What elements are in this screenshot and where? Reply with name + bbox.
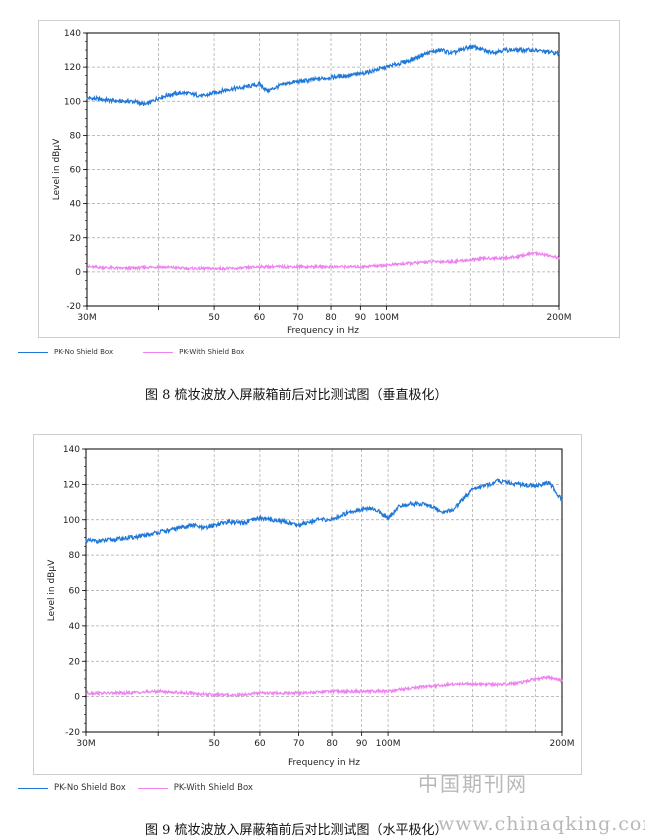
y-axis-title: Level in dBµV [52, 138, 62, 200]
watermark-url: www.chinaqking.com [438, 813, 645, 835]
y-tick-label: -20 [65, 728, 80, 738]
legend-item-with-shield: PK-With Shield Box [143, 348, 244, 356]
series-line-no-shield [85, 478, 563, 545]
legend-swatch-with-shield [143, 351, 174, 353]
y-tick-label: 40 [70, 200, 82, 210]
legend-item-with-shield: PK-With Shield Box [137, 783, 253, 793]
x-tick-label: 90 [356, 739, 368, 749]
y-tick-label: 20 [70, 234, 82, 244]
x-tick-label: 60 [254, 313, 266, 323]
y-tick-label: 80 [69, 551, 81, 561]
x-tick-label: 70 [292, 313, 304, 323]
grid [83, 32, 560, 310]
series-line-no-shield [86, 44, 560, 107]
y-tick-label: 100 [64, 97, 81, 107]
x-tick-label: 80 [326, 739, 338, 749]
legend-item-no-shield: PK-No Shield Box [18, 348, 113, 356]
y-tick-label: 120 [64, 63, 81, 73]
x-tick-label: 60 [254, 739, 266, 749]
x-tick-label: 30M [76, 739, 95, 749]
y-tick-label: 60 [70, 166, 82, 176]
legend-swatch-no-shield [18, 787, 48, 789]
y-tick-label: 100 [63, 516, 80, 526]
x-tick-label: 70 [293, 739, 305, 749]
y-tick-label: 60 [69, 587, 81, 597]
legend-label-with-shield: PK-With Shield Box [179, 348, 245, 356]
chart-fig9: -20 0 20 40 60 80 100 120 140 30M 50 60 70 80 90 100M 20… [47, 445, 575, 768]
chart-fig8: -20 0 20 40 60 80 100 120 140 30M 50 60 70 80 90 100M 20… [52, 29, 572, 336]
watermark-cn: 中国期刊网 [418, 772, 528, 796]
legend-swatch-no-shield [18, 351, 48, 353]
y-tick-label: 140 [63, 445, 80, 455]
x-tick-label: 50 [208, 313, 220, 323]
plot-frame [86, 32, 560, 307]
x-tick-label: 30M [77, 313, 96, 323]
x-axis-title: Frequency in Hz [288, 758, 360, 768]
legend-fig9: PK-No Shield Box PK-With Shield Box [18, 783, 265, 793]
y-tick-label: 140 [64, 29, 81, 39]
y-tick-label: 40 [69, 622, 81, 632]
x-tick-label: 80 [325, 313, 337, 323]
y-tick-label: 120 [63, 480, 80, 490]
legend-item-no-shield: PK-No Shield Box [18, 783, 126, 793]
x-tick-label: 200M [550, 739, 575, 749]
y-axis-title: Level in dBµV [47, 559, 57, 621]
y-tick-label: -20 [66, 302, 81, 312]
grid [82, 448, 563, 736]
y-tick-label: 20 [69, 657, 81, 667]
y-tick-label: 0 [75, 268, 81, 278]
chart-panel-fig9: -20 0 20 40 60 80 100 120 140 30M 50 60 70 80 90 100M 20… [33, 434, 582, 775]
series-line-with-shield [85, 674, 563, 698]
x-tick-label: 50 [208, 739, 220, 749]
figure-caption-8: 图 8 梳妆波放入屏蔽箱前后对比测试图（垂直极化） [145, 388, 448, 403]
chart-panel-fig8: -20 0 20 40 60 80 100 120 140 30M 50 60 70 80 90 100M 20… [38, 20, 620, 338]
y-tick-label: 80 [70, 131, 82, 141]
x-tick-label: 100M [376, 739, 401, 749]
y-tick-label: 0 [74, 693, 80, 703]
x-tick-label: 200M [547, 313, 572, 323]
x-tick-label: 90 [355, 313, 367, 323]
figure-caption-9: 图 9 梳妆波放入屏蔽箱前后对比测试图（水平极化） [145, 823, 448, 838]
legend-fig8: PK-No Shield Box PK-With Shield Box [18, 348, 274, 356]
legend-label-no-shield: PK-No Shield Box [54, 348, 114, 356]
legend-label-with-shield: PK-With Shield Box [173, 783, 253, 793]
series-line-with-shield [86, 250, 560, 272]
legend-swatch-with-shield [137, 787, 168, 789]
x-tick-label: 100M [374, 313, 399, 323]
plot-frame [85, 448, 563, 733]
x-axis-title: Frequency in Hz [287, 326, 359, 336]
legend-label-no-shield: PK-No Shield Box [54, 783, 126, 793]
